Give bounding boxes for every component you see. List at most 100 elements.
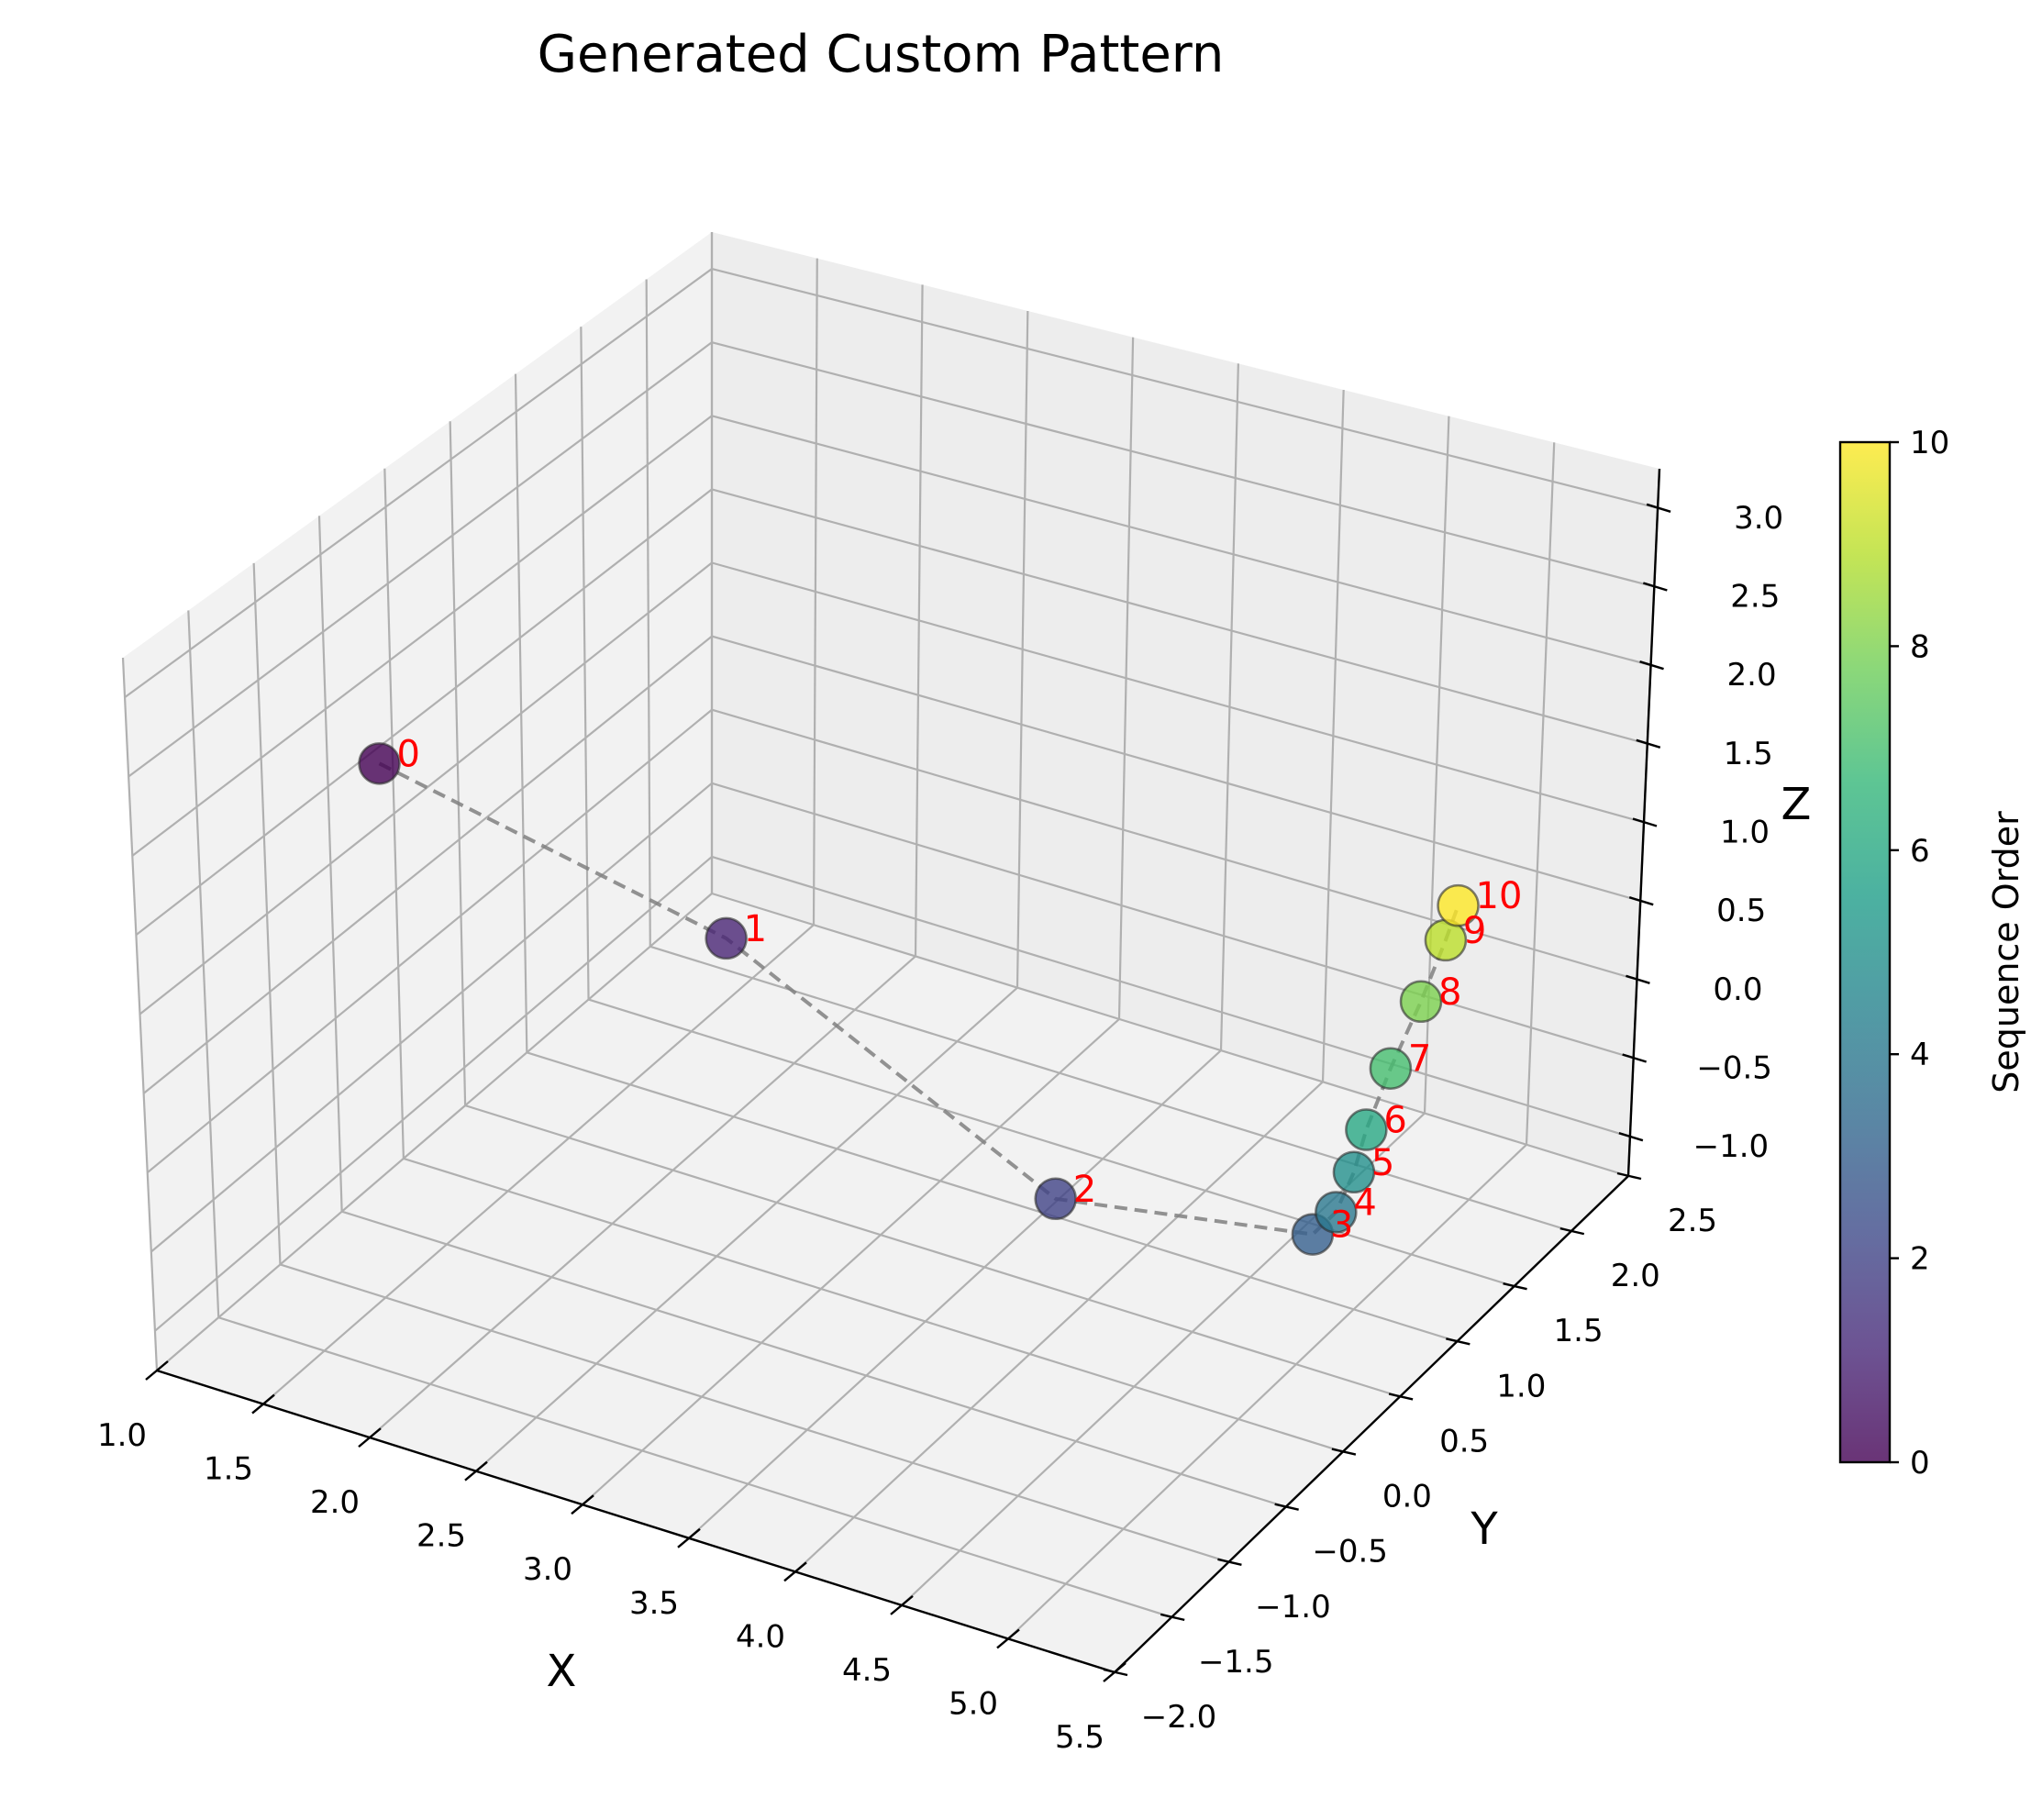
x-tick-label: 1.5 — [204, 1451, 253, 1488]
y-tick-label: 0.0 — [1382, 1479, 1432, 1515]
y-tick-mark — [1559, 1226, 1585, 1236]
grid-line — [280, 1263, 1229, 1563]
grid-line — [711, 855, 1631, 1138]
y-tick-label: 1.5 — [1554, 1313, 1604, 1349]
point-label: 2 — [1073, 1169, 1096, 1211]
grid-line — [588, 998, 1515, 1288]
y-tick-mark — [1331, 1448, 1357, 1456]
z-tick-mark — [1628, 896, 1654, 906]
data-point — [358, 742, 401, 785]
grid-line — [582, 1018, 1120, 1506]
z-tick-mark — [1642, 582, 1668, 592]
y-tick-mark — [1503, 1282, 1527, 1291]
z-tick-mark — [1636, 738, 1661, 749]
y-tick-label: 2.5 — [1668, 1203, 1717, 1239]
y-tick-label: −1.0 — [1255, 1589, 1331, 1626]
data-point — [1399, 980, 1443, 1024]
back-wall-pane — [712, 232, 1659, 1176]
colorbar-tick-label: 6 — [1910, 833, 1930, 870]
y-axis-line — [1114, 1175, 1629, 1673]
grid-line — [131, 415, 713, 857]
x-tick-label: 2.0 — [310, 1484, 360, 1521]
colorbar-tick-label: 8 — [1910, 628, 1930, 665]
z-tick-mark — [1626, 974, 1650, 984]
y-tick-label: 0.5 — [1439, 1423, 1489, 1459]
z-tick-label: −1.0 — [1693, 1128, 1770, 1165]
grid-line — [464, 1104, 1401, 1398]
point-label: 8 — [1438, 971, 1461, 1014]
colorbar-tick-label: 0 — [1910, 1445, 1930, 1482]
grid-line — [711, 488, 1648, 745]
y-tick-mark — [1616, 1171, 1642, 1181]
point-label: 7 — [1408, 1038, 1431, 1081]
chart-title: Generated Custom Pattern — [538, 25, 1225, 84]
grid-line — [794, 1081, 1324, 1573]
x-tick-label: 3.5 — [629, 1585, 679, 1622]
point-label: 9 — [1463, 910, 1486, 952]
data-point — [1315, 1191, 1358, 1234]
grid-line — [217, 1316, 1172, 1618]
grid-line — [1007, 1143, 1527, 1640]
axis-panes — [123, 232, 1659, 1672]
x-tick-mark — [783, 1561, 807, 1582]
z-tick-mark — [1646, 503, 1671, 513]
grid-line — [711, 267, 1659, 509]
y-tick-mark — [1446, 1337, 1470, 1346]
grid-line — [154, 856, 713, 1332]
point-label: 4 — [1353, 1182, 1376, 1224]
z-tick-label: 2.0 — [1727, 657, 1777, 694]
x-tick-mark — [677, 1527, 701, 1548]
x-axis-label: X — [547, 1646, 577, 1697]
colorbar-label: Sequence Order — [1986, 811, 2026, 1093]
colorbar: 0 2 4 6 8 10 Sequence Order — [1838, 425, 2026, 1482]
x-tick-label: 5.0 — [949, 1685, 998, 1722]
point-label: 5 — [1371, 1142, 1394, 1184]
left-wall-pane — [123, 232, 712, 1371]
colorbar-tick-label: 10 — [1910, 425, 1949, 461]
z-tick-mark — [1618, 1132, 1644, 1142]
x-tick-label: 4.5 — [842, 1652, 892, 1689]
z-tick-label: 1.5 — [1724, 736, 1773, 772]
grid-line — [711, 635, 1641, 903]
grid-line — [147, 708, 713, 1174]
grid-line — [711, 708, 1637, 981]
y-tick-mark — [1274, 1503, 1299, 1511]
z-tick-mark — [1639, 660, 1664, 671]
y-tick-label: −1.5 — [1198, 1644, 1274, 1681]
grid-line — [711, 341, 1655, 588]
y-tick-mark — [1160, 1613, 1185, 1622]
z-tick-label: 0.0 — [1713, 971, 1762, 1008]
data-point — [1332, 1150, 1376, 1194]
data-point — [1437, 883, 1480, 927]
grid-line — [128, 341, 713, 778]
y-tick-mark — [1388, 1393, 1414, 1401]
data-point — [1034, 1177, 1077, 1221]
z-axis-label: Z — [1781, 779, 1812, 830]
grid-line — [150, 782, 713, 1253]
colorbar-tick-label: 4 — [1910, 1037, 1930, 1073]
x-tick-mark — [996, 1628, 1020, 1649]
z-tick-mark — [1632, 817, 1658, 827]
x-tick-mark — [358, 1427, 382, 1448]
x-tick-label: 1.0 — [97, 1417, 147, 1454]
grid-line — [475, 986, 1018, 1472]
z-tick-mark — [1622, 1053, 1648, 1063]
y-tick-label: 1.0 — [1496, 1368, 1546, 1404]
grid-line — [649, 945, 1572, 1233]
x-tick-mark — [145, 1360, 169, 1381]
z-tick-label: 3.0 — [1734, 500, 1783, 537]
grid-line — [711, 415, 1651, 667]
point-label: 10 — [1476, 875, 1523, 917]
z-tick-label: 1.0 — [1720, 815, 1770, 851]
x-tick-label: 5.5 — [1055, 1719, 1104, 1756]
y-tick-mark — [1103, 1668, 1128, 1677]
x-tick-label: 4.0 — [736, 1618, 785, 1655]
x-tick-mark — [571, 1494, 594, 1515]
z-tick-label: 2.5 — [1730, 579, 1780, 616]
grid-line — [124, 268, 713, 699]
axes: 1.01.52.02.53.03.54.04.55.05.5−2.0−1.5−1… — [97, 468, 1812, 1756]
floor-pane — [157, 893, 1628, 1672]
grid-line — [142, 635, 713, 1094]
colorbar-tick-label: 2 — [1910, 1241, 1930, 1278]
